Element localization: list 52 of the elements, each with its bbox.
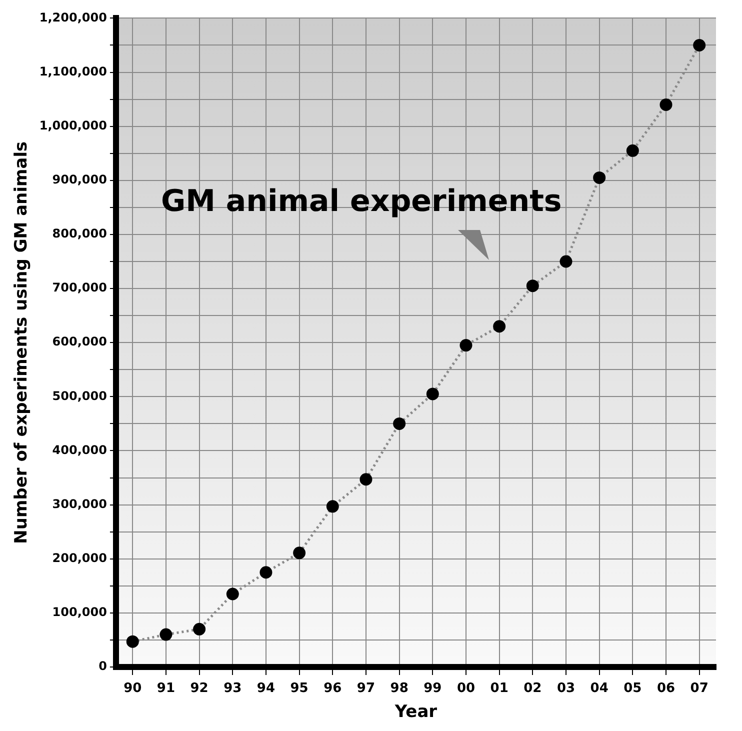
x-tick-label: 00 xyxy=(456,681,476,696)
y-axis-title: Number of experiments using GM animals xyxy=(12,141,32,544)
x-tick-label: 95 xyxy=(290,681,308,696)
y-tick-label: 200,000 xyxy=(52,550,107,565)
x-tick-label: 94 xyxy=(256,681,276,696)
y-tick-label: 400,000 xyxy=(52,442,107,457)
x-tick-label: 91 xyxy=(156,681,176,696)
x-tick-label: 05 xyxy=(624,681,642,696)
y-tick-label: 900,000 xyxy=(52,172,107,187)
point xyxy=(426,388,439,400)
point xyxy=(226,588,239,600)
annotation: GM animal experiments xyxy=(160,184,562,220)
y-tick-label: 800,000 xyxy=(52,226,107,241)
point xyxy=(193,622,206,636)
x-tick-label: 03 xyxy=(556,681,576,696)
y-tick-label: 1,000,000 xyxy=(39,118,107,132)
point xyxy=(293,546,306,560)
point xyxy=(560,255,572,268)
x-tick-label: 07 xyxy=(690,681,708,696)
x-tick-label: 93 xyxy=(224,681,242,696)
point xyxy=(460,339,472,352)
x-tick-label: 01 xyxy=(490,681,508,696)
point xyxy=(526,280,539,292)
y-tick-label: 500,000 xyxy=(52,388,107,403)
point xyxy=(626,144,639,157)
y-tick-label: 1,100,000 xyxy=(39,64,107,78)
point xyxy=(493,320,506,333)
y-tick-label: 600,000 xyxy=(52,334,107,349)
y-tick-label: 700,000 xyxy=(52,280,107,295)
x-tick-label: 04 xyxy=(590,681,608,696)
y-tick-label: 100,000 xyxy=(52,605,107,620)
x-tick-label: 97 xyxy=(356,681,376,696)
x-tick-label: 99 xyxy=(424,681,442,696)
x-tick-label: 90 xyxy=(124,681,142,696)
point xyxy=(393,417,406,430)
point xyxy=(693,38,706,52)
x-axis-title: Year xyxy=(394,702,438,722)
y-tick-label: 0 xyxy=(98,659,107,674)
y-tick-label: 300,000 xyxy=(52,496,107,511)
point xyxy=(660,98,672,111)
point xyxy=(326,500,339,513)
y-tick-label: 1,200,000 xyxy=(39,10,107,24)
point xyxy=(360,473,372,486)
point xyxy=(593,171,606,184)
x-tick-label: 02 xyxy=(524,681,542,696)
x-tick-label: 92 xyxy=(190,681,208,696)
point xyxy=(260,566,272,579)
x-tick-label: 06 xyxy=(656,681,676,696)
point xyxy=(160,628,172,641)
x-tick-label: 96 xyxy=(324,681,342,696)
x-tick-label: 98 xyxy=(390,681,408,696)
point xyxy=(126,635,139,648)
